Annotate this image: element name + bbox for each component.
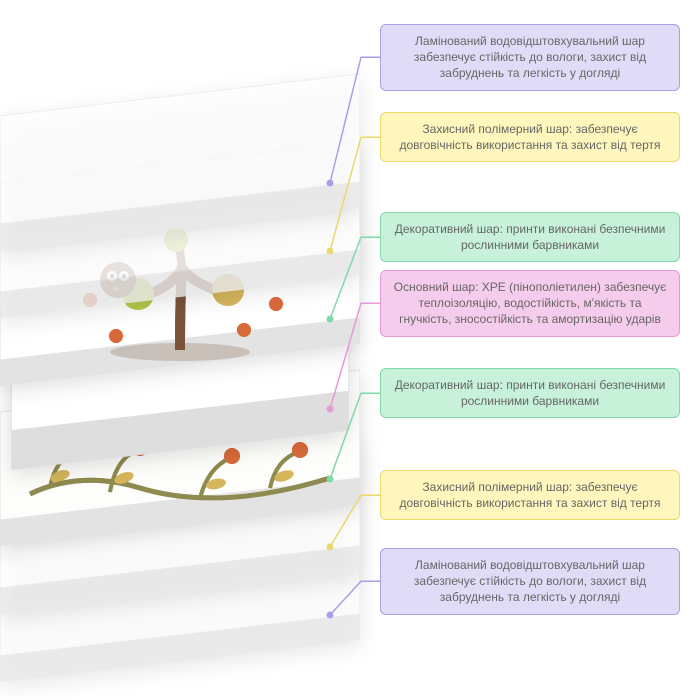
layer-label-2: Декоративний шар: принти виконані безпеч… [380,212,680,262]
layer-label-0: Ламінований водовідштовхувальний шар заб… [380,24,680,91]
layer-sheet-0 [0,72,360,257]
layer-label-3: Основний шар: XPE (пінополіетилен) забез… [380,270,680,337]
layer-label-6: Ламінований водовідштовхувальний шар заб… [380,548,680,615]
layer-label-5: Захисний полімерний шар: забезпечує довг… [380,470,680,520]
layer-label-4: Декоративний шар: принти виконані безпеч… [380,368,680,418]
layer-label-1: Захисний полімерний шар: забезпечує довг… [380,112,680,162]
